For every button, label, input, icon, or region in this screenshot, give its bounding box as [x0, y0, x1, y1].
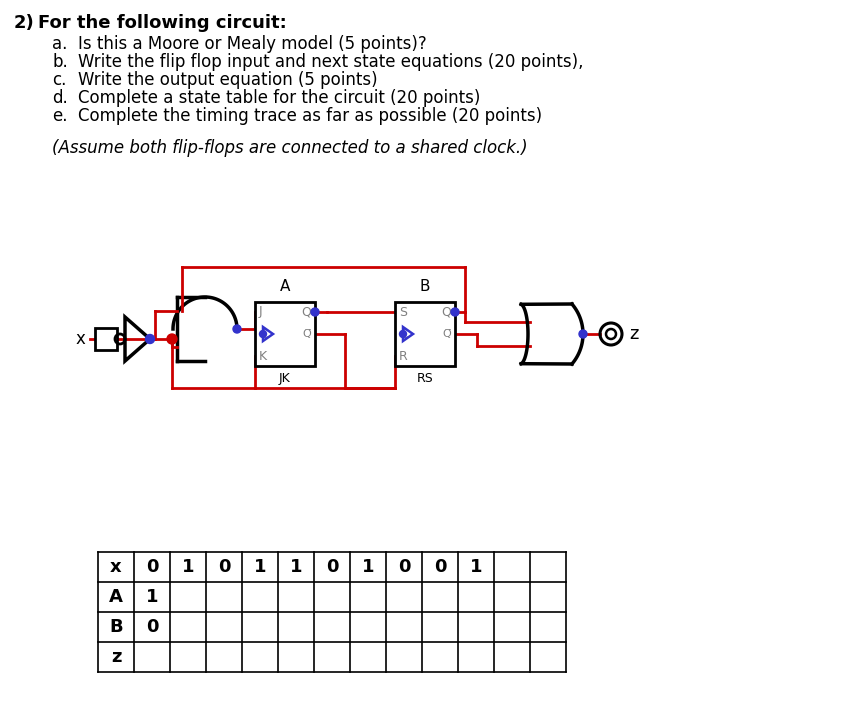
Text: b.: b. — [52, 53, 68, 71]
Bar — [95, 328, 117, 350]
Text: JK: JK — [280, 372, 291, 385]
Text: 0: 0 — [433, 558, 446, 576]
Text: Q̅: Q̅ — [442, 329, 451, 339]
Text: a.: a. — [52, 35, 67, 53]
Circle shape — [260, 331, 267, 337]
Text: Q: Q — [441, 305, 451, 318]
Text: 0: 0 — [145, 618, 158, 636]
Text: Q: Q — [301, 305, 311, 318]
Circle shape — [579, 330, 587, 338]
Circle shape — [167, 334, 177, 344]
Text: 0: 0 — [145, 558, 158, 576]
Text: (Assume both flip-flops are connected to a shared clock.): (Assume both flip-flops are connected to… — [52, 139, 528, 157]
Text: A: A — [109, 588, 123, 606]
Text: R: R — [399, 350, 408, 363]
Text: 1: 1 — [470, 558, 482, 576]
Text: 0: 0 — [397, 558, 410, 576]
Text: Is this a Moore or Mealy model (5 points)?: Is this a Moore or Mealy model (5 points… — [78, 35, 427, 53]
Text: Q̅: Q̅ — [302, 329, 311, 339]
Circle shape — [451, 308, 459, 316]
Text: e.: e. — [52, 107, 67, 125]
Text: x: x — [110, 558, 122, 576]
Text: 0: 0 — [218, 558, 230, 576]
Text: J: J — [259, 305, 262, 318]
Text: B: B — [420, 279, 430, 294]
Text: A: A — [280, 279, 290, 294]
Text: 0: 0 — [326, 558, 338, 576]
Bar — [395, 302, 455, 366]
Text: d.: d. — [52, 89, 68, 107]
Text: 1: 1 — [362, 558, 374, 576]
Text: Complete the timing trace as far as possible (20 points): Complete the timing trace as far as poss… — [78, 107, 542, 125]
Text: C: C — [399, 327, 408, 340]
Text: c.: c. — [52, 71, 66, 89]
Text: z: z — [629, 325, 638, 343]
Text: 1: 1 — [145, 588, 158, 606]
Circle shape — [400, 331, 407, 337]
Text: 1: 1 — [254, 558, 267, 576]
Text: Write the output equation (5 points): Write the output equation (5 points) — [78, 71, 378, 89]
Text: K: K — [259, 350, 267, 363]
Text: S: S — [399, 305, 407, 318]
Text: x: x — [75, 330, 85, 348]
Text: Write the flip flop input and next state equations (20 points),: Write the flip flop input and next state… — [78, 53, 583, 71]
Text: 2): 2) — [14, 14, 34, 32]
Text: C: C — [259, 327, 267, 340]
Circle shape — [311, 308, 319, 316]
Text: For the following circuit:: For the following circuit: — [38, 14, 286, 32]
Text: 1: 1 — [181, 558, 194, 576]
Circle shape — [233, 325, 241, 333]
Bar — [255, 302, 315, 366]
Text: RS: RS — [416, 372, 433, 385]
Text: 1: 1 — [290, 558, 302, 576]
Text: z: z — [111, 648, 121, 666]
Text: B: B — [109, 618, 123, 636]
Circle shape — [145, 334, 155, 343]
Text: Complete a state table for the circuit (20 points): Complete a state table for the circuit (… — [78, 89, 481, 107]
